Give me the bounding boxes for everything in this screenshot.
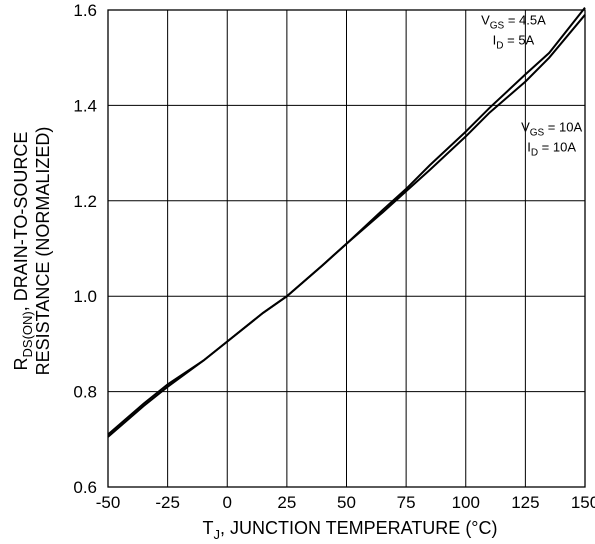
y-tick-label: 1.0 (73, 287, 97, 306)
annotation-1-line-1: VGS = 4.5A (481, 12, 546, 31)
y-tick-label: 1.2 (73, 192, 97, 211)
annotation-1-line-2: ID = 5A (493, 32, 535, 51)
x-tick-label: 125 (511, 493, 539, 512)
x-tick-label: 0 (223, 493, 232, 512)
annotation-2-line-1: VGS = 10A (521, 120, 582, 139)
annotations: VGS = 4.5A ID = 5A VGS = 10A ID = 10A (481, 12, 582, 158)
y-tick-labels: 0.6 0.8 1.0 1.2 1.4 1.6 (73, 1, 97, 497)
y-tick-label: 0.8 (73, 383, 97, 402)
curve-layer (107, 6, 586, 438)
y-tick-label: 1.6 (73, 1, 97, 20)
series-line-2 (107, 14, 586, 438)
y-tick-label: 0.6 (73, 478, 97, 497)
y-axis-title: RDS(ON), DRAIN-TO-SOURCE RESISTANCE (NOR… (11, 127, 53, 376)
x-axis-title: TJ, JUNCTION TEMPERATURE (°C) (202, 518, 497, 542)
x-tick-label: -25 (155, 493, 180, 512)
x-tick-labels: -50 -25 0 25 50 75 100 125 150 (96, 493, 595, 512)
y-axis-title-line-2: RESISTANCE (NORMALIZED) (33, 127, 53, 376)
grid-layer (107, 9, 586, 488)
plot-frame (107, 9, 586, 488)
x-tick-label: 75 (397, 493, 416, 512)
y-tick-label: 1.4 (73, 96, 97, 115)
x-tick-label: 100 (452, 493, 480, 512)
x-tick-label: 150 (571, 493, 595, 512)
annotation-2-line-2: ID = 10A (527, 140, 576, 159)
x-tick-label: 50 (337, 493, 356, 512)
x-tick-label: -50 (96, 493, 121, 512)
x-tick-label: 25 (277, 493, 296, 512)
y-axis-title-line-1: RDS(ON), DRAIN-TO-SOURCE (11, 132, 35, 371)
